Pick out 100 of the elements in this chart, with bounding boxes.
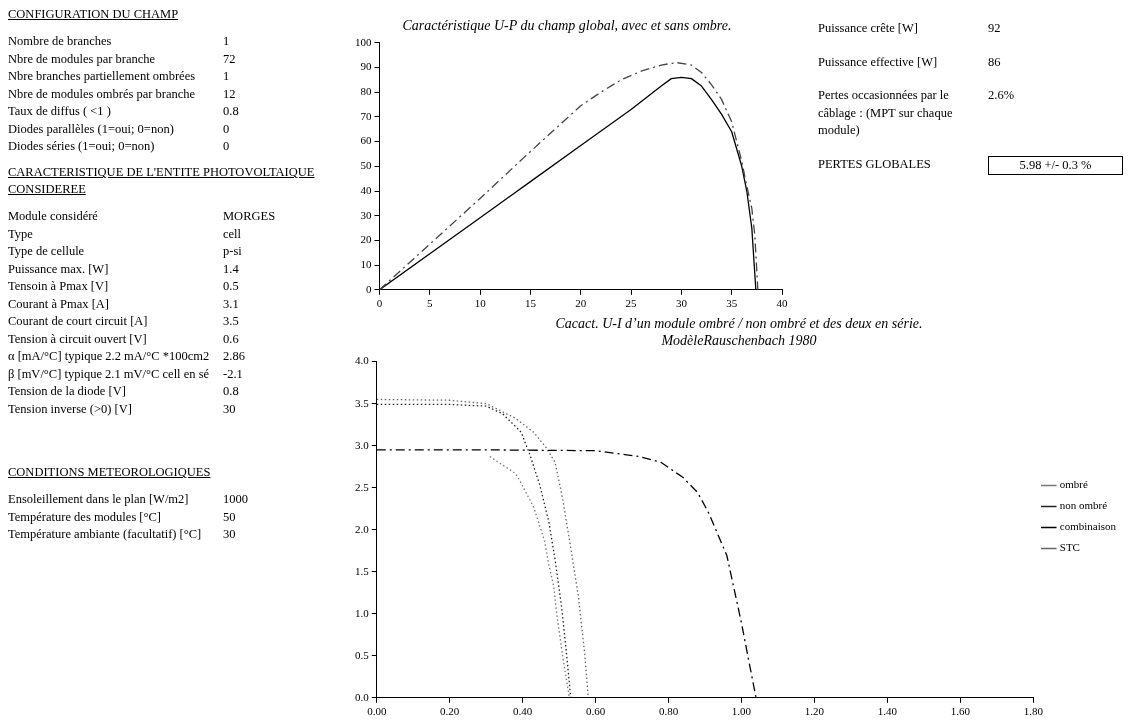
- y-tick-label: 90: [360, 60, 372, 73]
- y-tick-label: 70: [360, 109, 372, 122]
- y-tick-label: 60: [360, 134, 372, 147]
- legend-label: non ombré: [1059, 499, 1108, 512]
- x-tick-label: 30: [675, 297, 688, 310]
- text: Tension de la diode [V]: [8, 383, 127, 400]
- x-tick-label: 1.20: [804, 705, 825, 718]
- y-tick-label: 100: [355, 35, 372, 48]
- x-tick-label: 0.20: [440, 705, 460, 718]
- text: 0: [223, 139, 230, 153]
- y-tick-label: 40: [360, 183, 372, 196]
- text: Diodes séries (1=oui; 0=non): [8, 138, 156, 155]
- line-series: [489, 455, 570, 698]
- text: Type de cellule: [8, 243, 86, 260]
- text: 0: [223, 121, 230, 136]
- text: CONDITIONS METEOROLOGIQUES: [8, 464, 212, 481]
- text: 5.98 +/- 0.3 %: [988, 155, 1123, 175]
- text: 30: [223, 401, 236, 416]
- text: Tension à circuit ouvert [V]: [8, 330, 148, 348]
- x-tick-label: 1.40: [877, 705, 898, 718]
- x-tick-label: 20: [575, 297, 587, 310]
- x-tick-label: 0: [376, 297, 383, 310]
- legend-label: combinaison: [1059, 520, 1117, 533]
- y-tick-label: 1.5: [355, 564, 370, 577]
- x-tick-label: 25: [625, 297, 638, 310]
- text: Nombre de branches: [8, 33, 113, 50]
- text: 3.1: [223, 295, 240, 313]
- text: 1: [223, 69, 230, 83]
- y-tick-label: 0.0: [355, 690, 370, 703]
- text: -2.1: [223, 365, 244, 383]
- x-tick-label: 0.60: [585, 705, 606, 718]
- text: cell: [223, 226, 242, 241]
- x-tick-label: 0.00: [367, 705, 387, 718]
- y-tick-label: 30: [360, 208, 372, 221]
- text: 92: [988, 20, 1002, 37]
- x-tick-label: 1.60: [950, 705, 971, 718]
- x-tick-label: 40: [776, 297, 788, 310]
- text: 1: [223, 34, 230, 48]
- text: p-si: [223, 244, 242, 258]
- text: 50: [223, 509, 236, 524]
- text: 0.8: [223, 384, 239, 398]
- chart-subtitle: ModèleRauschenbach 1980: [660, 332, 817, 348]
- text: β [mV/°C] typique 2.1 mV/°C cell en sé: [8, 365, 211, 383]
- text: Puissance crête [W]: [818, 20, 919, 37]
- text: Température ambiante (facultatif) [°C]: [8, 526, 203, 543]
- text: 12: [223, 86, 236, 101]
- chart-title: Caractéristique U-P du champ global, avec et sans ombre.: [402, 18, 732, 34]
- text: Module considéré: [8, 208, 99, 225]
- text: 3.5: [223, 313, 240, 330]
- text: 2.86: [223, 349, 245, 363]
- legend-label: ombré: [1059, 478, 1089, 491]
- text: 0.5: [223, 278, 240, 295]
- text: Courant de court circuit [A]: [8, 313, 149, 330]
- text: 86: [988, 53, 1002, 71]
- y-tick-label: 1.0: [355, 606, 370, 619]
- y-tick-label: 2.5: [355, 480, 370, 493]
- text: Température des modules [°C]: [8, 508, 163, 526]
- x-tick-label: 1.00: [731, 705, 752, 718]
- text: 72: [223, 51, 236, 66]
- text: 0.6: [223, 330, 240, 348]
- x-tick-label: 0.80: [658, 705, 679, 718]
- text: Nbre branches partiellement ombrées: [8, 68, 197, 85]
- x-tick-label: 5: [427, 297, 434, 310]
- x-tick-label: 1.80: [1023, 705, 1044, 718]
- y-tick-label: 2.0: [355, 522, 370, 535]
- y-tick-label: 4.0: [355, 354, 370, 367]
- y-tick-label: 3.0: [355, 438, 370, 451]
- text: Type: [8, 225, 34, 243]
- text: 30: [223, 527, 236, 541]
- y-tick-label: 0.5: [355, 648, 370, 661]
- y-tick-label: 0: [366, 282, 372, 295]
- text: 1.4: [223, 261, 239, 276]
- x-tick-label: 0.40: [513, 705, 533, 718]
- text: 0.8: [223, 104, 239, 118]
- text: Ensoleillement dans le plan [W/m2]: [8, 491, 190, 508]
- text: Taux de diffus ( <1 ): [8, 103, 112, 120]
- y-tick-label: 50: [360, 159, 372, 172]
- y-tick-label: 10: [360, 257, 372, 270]
- x-tick-label: 10: [474, 297, 487, 310]
- y-tick-label: 80: [360, 85, 372, 98]
- text: Puissance max. [W]: [8, 260, 110, 278]
- y-tick-label: 3.5: [355, 396, 370, 409]
- text: Nbre de modules ombrés par branche: [8, 85, 197, 103]
- text: 2.6%: [988, 87, 1016, 104]
- text: CARACTERISTIQUE DE L'ENTITE PHOTOVOLTAIQUE CONSIDEREE: [8, 165, 315, 196]
- text: α [mA/°C] typique 2.2 mA/°C *100cm2: [8, 348, 211, 365]
- text: CONFIGURATION DU CHAMP: [8, 6, 180, 23]
- text: Puissance effective [W]: [818, 53, 939, 71]
- text: Pertes occasionnées par le câblage : (MPT sur chaque module): [818, 87, 954, 139]
- text: Diodes parallèles (1=oui; 0=non): [8, 120, 175, 138]
- text: MORGES: [223, 209, 276, 223]
- text: 1000: [223, 491, 249, 508]
- text: Nbre de modules par branche: [8, 50, 157, 68]
- legend-label: STC: [1059, 541, 1080, 554]
- text: Tensoin à Pmax [V]: [8, 278, 110, 295]
- x-tick-label: 35: [726, 297, 738, 310]
- text: PERTES GLOBALES: [818, 155, 932, 173]
- text: Courant à Pmax [A]: [8, 295, 111, 313]
- x-tick-label: 15: [524, 297, 537, 310]
- text: Tension inverse (>0) [V]: [8, 400, 133, 418]
